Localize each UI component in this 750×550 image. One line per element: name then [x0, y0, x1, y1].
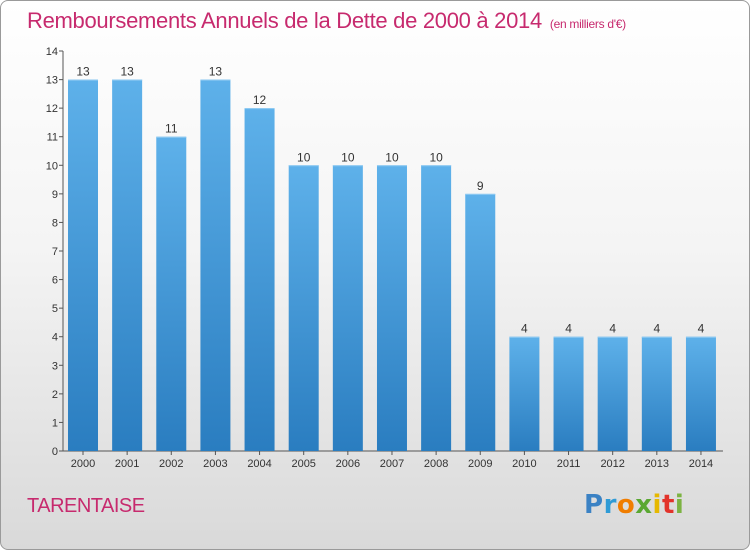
bar [244, 108, 275, 452]
data-label: 10 [429, 150, 443, 164]
data-label: 4 [698, 322, 705, 336]
y-tick-label: 1 [52, 417, 58, 429]
x-tick-label: 2009 [468, 458, 492, 470]
data-label: 10 [385, 150, 399, 164]
x-tick-label: 2014 [689, 458, 713, 470]
bar [465, 193, 496, 451]
x-tick-label: 2012 [600, 458, 624, 470]
location-label: TARENTAISE [27, 495, 145, 517]
bar [68, 79, 98, 452]
x-tick-label: 2013 [645, 458, 669, 470]
x-tick-label: 2011 [557, 458, 581, 470]
bar [200, 79, 231, 452]
data-label: 13 [76, 65, 90, 79]
data-label: 4 [521, 322, 528, 336]
data-label: 9 [477, 179, 484, 193]
proxiti-logo: Proxiti [584, 490, 685, 520]
data-label: 4 [609, 322, 616, 336]
y-tick-label: 4 [52, 332, 58, 344]
x-tick-label: 2002 [159, 458, 183, 470]
y-tick-label: 5 [52, 303, 58, 315]
y-tick-label: 9 [52, 189, 58, 201]
data-label: 10 [297, 150, 311, 164]
chart-title-text: Remboursements Annuels de la Dette de 20… [27, 8, 542, 33]
data-label: 4 [565, 322, 572, 336]
y-tick-label: 7 [52, 246, 58, 258]
bar [112, 79, 143, 452]
data-label: 10 [341, 150, 355, 164]
x-tick-label: 2006 [336, 458, 360, 470]
x-tick-label: 2001 [115, 458, 139, 470]
x-tick-label: 2003 [203, 458, 227, 470]
bar [685, 336, 716, 451]
data-label: 12 [253, 93, 267, 107]
y-tick-label: 14 [46, 46, 58, 58]
bar [421, 165, 452, 452]
x-tick-label: 2007 [380, 458, 404, 470]
y-tick-label: 11 [47, 132, 58, 144]
bar [332, 165, 363, 452]
y-tick-label: 12 [46, 103, 58, 115]
chart-unit: (en milliers d'€) [549, 17, 626, 31]
x-tick-label: 2000 [71, 458, 95, 470]
x-tick-label: 2010 [512, 458, 536, 470]
x-tick-label: 2004 [247, 458, 271, 470]
y-tick-label: 13 [46, 75, 58, 87]
data-label: 11 [165, 122, 178, 136]
bar [641, 336, 672, 451]
data-label: 13 [120, 65, 134, 79]
y-tick-label: 8 [52, 217, 58, 229]
chart-title: Remboursements Annuels de la Dette de 20… [27, 8, 626, 34]
data-label: 13 [209, 65, 223, 79]
bar [509, 336, 540, 451]
y-tick-label: 3 [52, 360, 58, 372]
y-tick-label: 0 [52, 446, 58, 458]
bar [553, 336, 584, 451]
bar [597, 336, 628, 451]
y-tick-label: 6 [52, 275, 58, 287]
y-tick-label: 2 [52, 389, 58, 401]
data-label: 4 [653, 322, 660, 336]
x-tick-label: 2008 [424, 458, 448, 470]
bar [376, 165, 407, 452]
bar [288, 165, 319, 452]
y-tick-label: 10 [46, 160, 58, 172]
bar [156, 136, 187, 451]
x-tick-label: 2005 [291, 458, 315, 470]
